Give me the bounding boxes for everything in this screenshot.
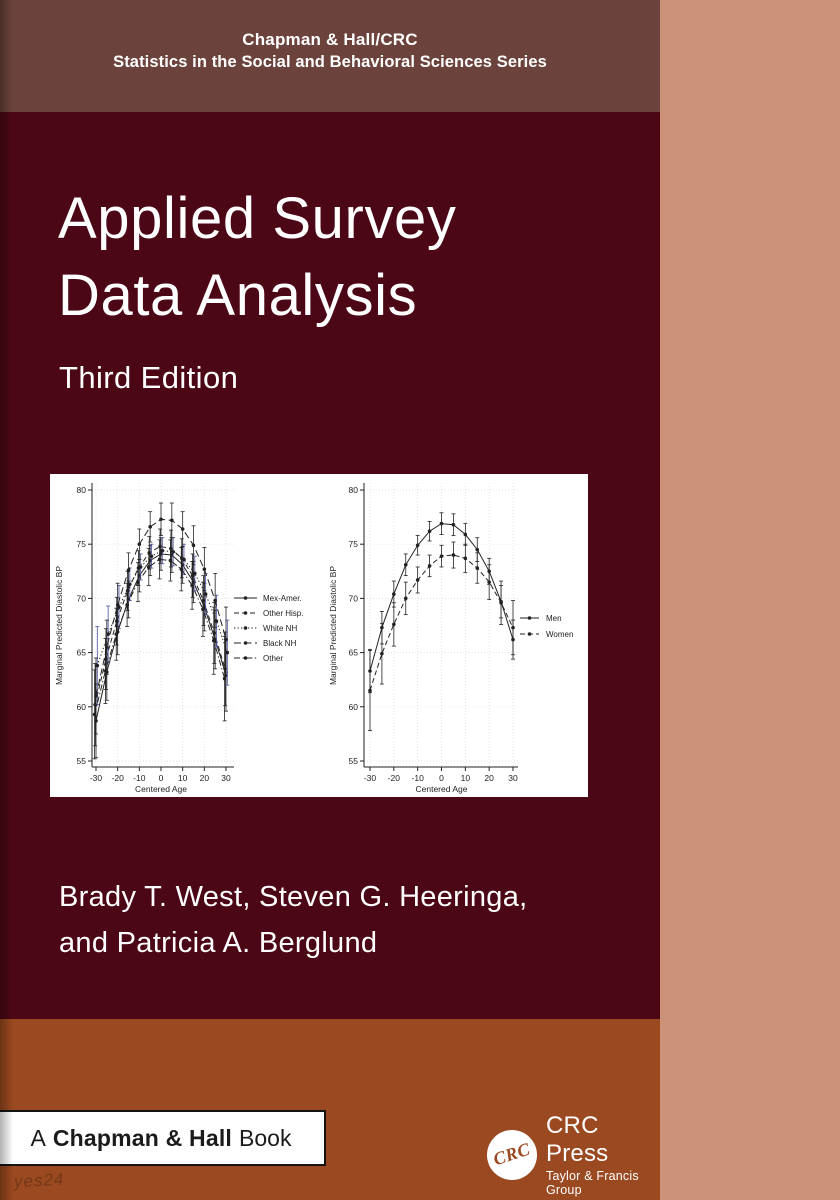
svg-text:55: 55 [77,756,87,766]
crc-logo-text: CRC [490,1138,533,1170]
svg-text:-20: -20 [112,773,125,783]
svg-text:-30: -30 [90,773,103,783]
svg-text:10: 10 [178,773,188,783]
svg-text:30: 30 [221,773,231,783]
series-other [92,539,227,760]
series-men [368,512,515,694]
book-title-line1: Applied Survey [58,186,457,251]
figure-panel: 55 60 65 70 75 80 -30 -20 -10 0 10 20 30 Centered Age… [50,474,588,797]
book-title-line2: Data Analysis [58,263,418,328]
series-women [368,541,515,732]
svg-text:60: 60 [77,702,87,712]
svg-text:60: 60 [349,702,359,712]
svg-text:Black NH: Black NH [263,639,297,648]
legend-item-0: Men [520,614,562,623]
chapman-hall-book-badge: A Chapman & Hall Book [0,1110,326,1166]
svg-text:0: 0 [439,773,444,783]
svg-text:80: 80 [77,485,87,495]
svg-text:-10: -10 [133,773,146,783]
svg-text:80: 80 [349,485,359,495]
svg-text:30: 30 [508,773,518,783]
badge-publisher: Chapman & Hall [52,1124,233,1151]
edition-label: Third Edition [59,360,239,395]
svg-text:10: 10 [461,773,471,783]
svg-text:Men: Men [546,614,562,623]
svg-text:Mex-Amer.: Mex-Amer. [263,594,302,603]
svg-text:-10: -10 [412,773,425,783]
legend-item-1: Other Hisp. [234,609,303,618]
legend-item-4: Other [234,654,283,663]
crc-press-name: CRC Press [546,1112,609,1167]
cover-main: Applied Survey Data Analysis Third Editi… [0,112,660,1019]
svg-text:White NH: White NH [263,624,297,633]
svg-text:70: 70 [77,593,87,603]
svg-text:Other Hisp.: Other Hisp. [263,609,303,618]
chart-1: 55 60 65 70 75 80 -30 -20 -10 0 10 20 30 Centered Age… [328,483,573,794]
legend-item-2: White NH [234,624,297,633]
authors: Brady T. West, Steven G. Heeringa, and P… [59,874,528,966]
svg-text:75: 75 [77,539,87,549]
svg-text:70: 70 [349,593,359,603]
badge-suffix: Book [239,1124,292,1151]
legend-item-0: Mex-Amer. [234,594,302,603]
svg-text:65: 65 [349,648,359,658]
svg-text:65: 65 [77,648,87,658]
svg-text:Centered Age: Centered Age [135,784,187,794]
svg-text:Centered Age: Centered Age [416,784,468,794]
svg-text:55: 55 [349,756,359,766]
svg-text:Women: Women [546,630,573,639]
svg-text:20: 20 [200,773,210,783]
series-name-line: Statistics in the Social and Behavioral … [113,53,547,71]
svg-text:Other: Other [263,654,283,663]
svg-text:20: 20 [484,773,494,783]
badge-prefix: A [30,1124,46,1151]
cover-right-strip [660,0,840,1200]
crc-logo-icon: CRC [487,1129,537,1180]
bottom-band: A Chapman & Hall Book CRC CRC Press Taylor… [0,1019,660,1200]
legend-item-3: Black NH [234,639,297,648]
chart-0: 55 60 65 70 75 80 -30 -20 -10 0 10 20 30 Centered Age… [54,483,303,794]
authors-line1: Brady T. West, Steven G. Heeringa, [59,881,528,913]
authors-line2: and Patricia A. Berglund [59,927,378,959]
svg-text:75: 75 [349,539,359,549]
series-header: Chapman & Hall/CRC Statistics in the Soc… [0,0,660,112]
crc-press-logo: CRC CRC Press Taylor & Francis Group [487,1112,660,1197]
svg-text:0: 0 [159,773,164,783]
crc-press-tagline: Taylor & Francis Group [546,1169,639,1197]
svg-text:Marginal Predicted Diastolic B: Marginal Predicted Diastolic BP [328,566,338,685]
svg-text:-20: -20 [388,773,401,783]
watermark: yes24 [13,1169,65,1192]
series-other-hisp [93,528,228,747]
svg-text:Marginal Predicted Diastolic B: Marginal Predicted Diastolic BP [54,566,64,685]
legend-item-1: Women [520,630,573,639]
figure-svg: 55 60 65 70 75 80 -30 -20 -10 0 10 20 30 Centered Age… [54,483,573,794]
svg-text:-30: -30 [364,773,377,783]
series-black-nh [94,502,228,735]
crc-press-wordmark: CRC Press Taylor & Francis Group [546,1112,660,1197]
book-title: Applied Survey Data Analysis [58,180,457,334]
series-publisher-line: Chapman & Hall/CRC [242,30,418,49]
